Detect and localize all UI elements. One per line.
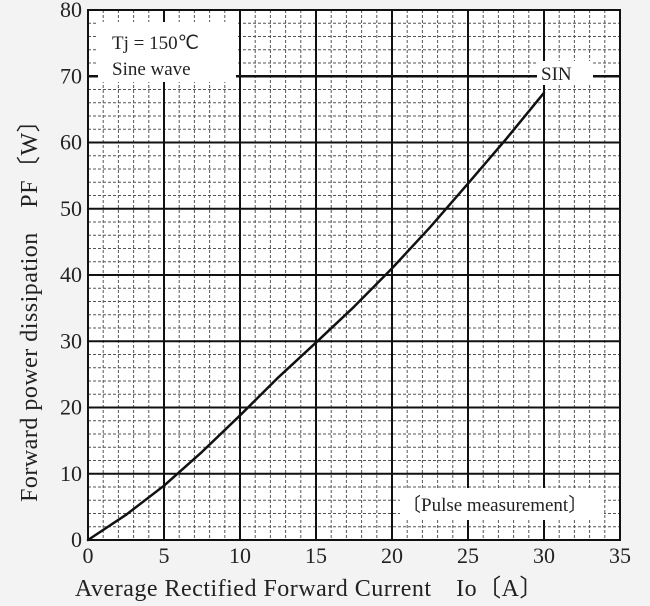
y-tick-label: 40 xyxy=(60,262,82,287)
series-label-sin: SIN xyxy=(541,64,572,85)
x-tick-label: 5 xyxy=(159,543,170,568)
y-tick-label: 50 xyxy=(60,196,82,221)
plot-frame xyxy=(87,9,621,541)
y-tick-label: 80 xyxy=(60,0,82,22)
series-label-box xyxy=(537,61,593,85)
y-tick-label: 0 xyxy=(71,527,82,552)
x-axis-title: Average Rectified Forward Current Io〔A〕 xyxy=(75,576,544,602)
major-grid xyxy=(88,10,620,540)
x-tick-label: 20 xyxy=(381,543,403,568)
x-tick-label: 15 xyxy=(305,543,327,568)
y-tick-label: 10 xyxy=(60,461,82,486)
x-tick-label: 10 xyxy=(229,543,251,568)
y-tick-label: 30 xyxy=(60,328,82,353)
x-tick-labels: 0 5 10 15 20 25 30 35 xyxy=(83,543,632,568)
x-tick-label: 30 xyxy=(533,543,555,568)
y-tick-labels: 0 10 20 30 40 50 60 70 80 xyxy=(60,0,82,552)
pulse-measurement-note: 〔Pulse measurement〕 xyxy=(402,494,587,516)
conditions-box xyxy=(98,22,236,82)
x-tick-label: 35 xyxy=(609,543,631,568)
x-tick-label: 25 xyxy=(457,543,479,568)
y-tick-label: 20 xyxy=(60,395,82,420)
conditions-line2: Sine wave xyxy=(112,59,191,80)
x-tick-label: 0 xyxy=(83,543,94,568)
note-box xyxy=(400,488,604,520)
y-tick-label: 70 xyxy=(60,63,82,88)
sin-curve xyxy=(86,91,546,542)
conditions-line1: Tj = 150℃ xyxy=(112,33,199,54)
y-axis-title: Forward power dissipation PF〔W〕 xyxy=(17,108,43,502)
y-tick-label: 60 xyxy=(60,130,82,155)
